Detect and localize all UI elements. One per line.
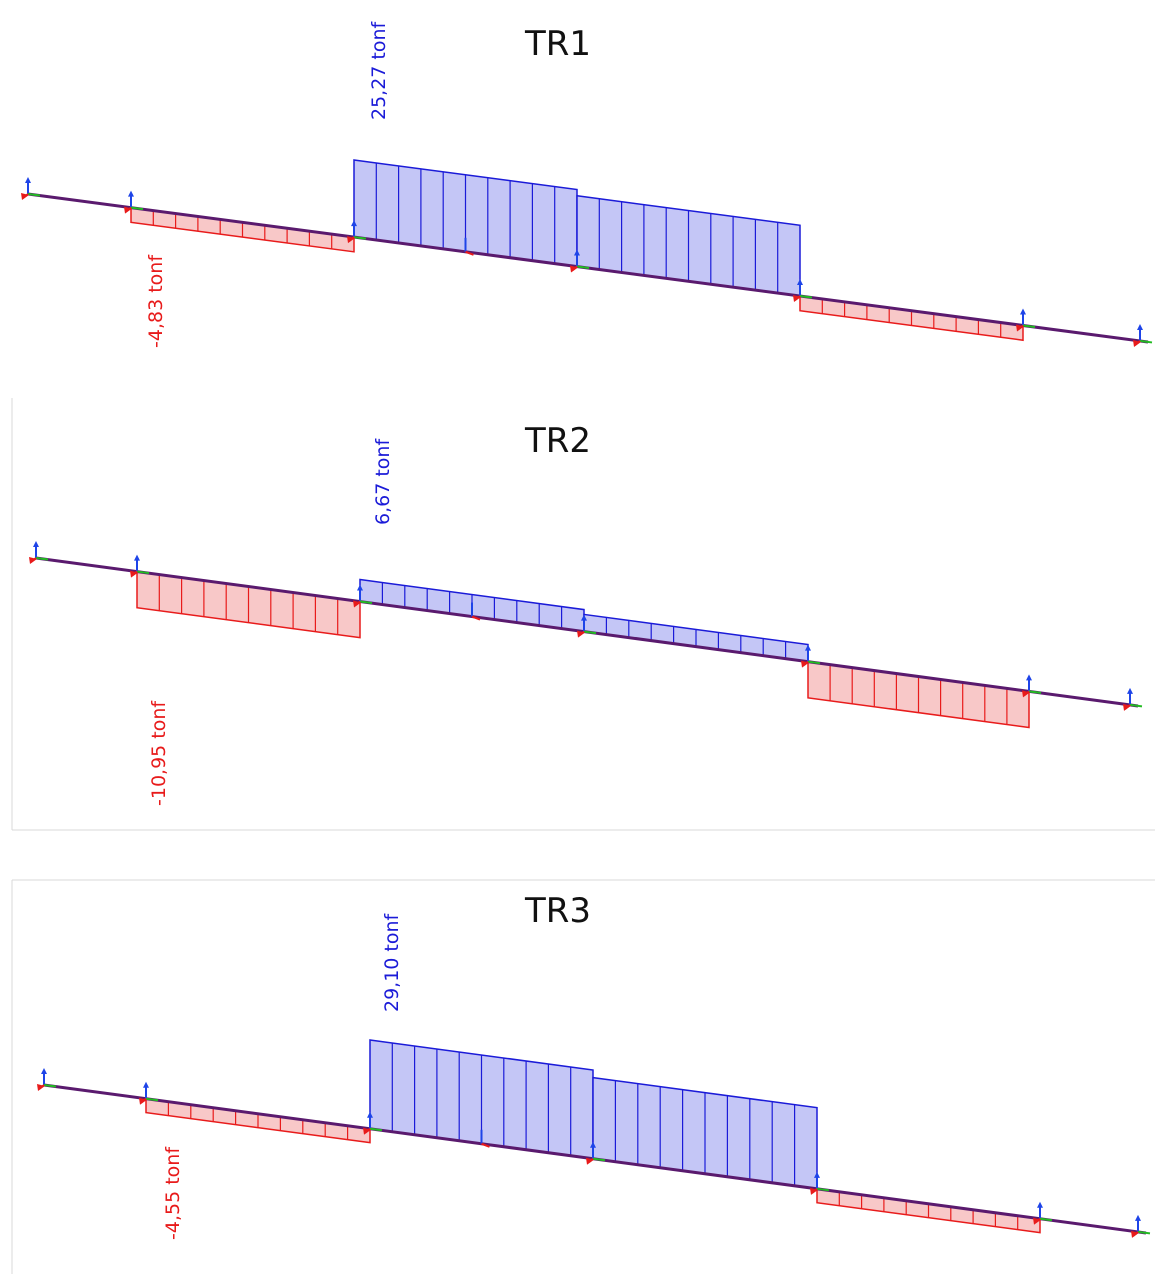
diagram-tr1: TR1 25,27 tonf -4,83 tonf — [21, 20, 1153, 348]
diagram-tr3: TR3 29,10 tonf -4,55 tonf — [37, 891, 1151, 1240]
min-value-label: -10,95 tonf — [148, 700, 170, 806]
min-value-label: -4,55 tonf — [162, 1146, 184, 1240]
negative-shear-block — [136, 570, 361, 639]
max-value-label: 25,27 tonf — [368, 20, 390, 120]
max-value-label: 6,67 tonf — [372, 438, 394, 525]
diagram-title: TR2 — [524, 421, 591, 461]
positive-shear-block — [353, 159, 578, 268]
diagram-title: TR1 — [524, 24, 591, 64]
min-value-label: -4,83 tonf — [145, 254, 167, 348]
positive-shear-block — [576, 194, 801, 297]
negative-shear-block — [145, 1097, 371, 1144]
negative-shear-block — [130, 206, 355, 253]
diagram-title: TR3 — [524, 891, 591, 931]
positive-shear-block — [592, 1076, 818, 1190]
negative-shear-block — [816, 1187, 1041, 1234]
diagram-tr2: TR2 6,67 tonf -10,95 tonf — [29, 421, 1143, 806]
positive-shear-block — [369, 1039, 594, 1160]
positive-shear-block — [583, 613, 809, 663]
negative-shear-block — [807, 660, 1030, 729]
negative-shear-block — [799, 295, 1024, 342]
max-value-label: 29,10 tonf — [381, 912, 403, 1012]
